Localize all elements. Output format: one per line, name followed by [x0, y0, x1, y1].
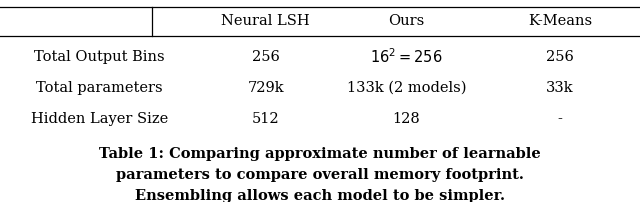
Text: Ensembling allows each model to be simpler.: Ensembling allows each model to be simpl… [135, 189, 505, 202]
Text: Hidden Layer Size: Hidden Layer Size [31, 112, 168, 126]
Text: 256: 256 [252, 49, 280, 64]
Text: 33k: 33k [546, 81, 574, 95]
Text: 133k (2 models): 133k (2 models) [347, 81, 466, 95]
Text: Total parameters: Total parameters [36, 81, 163, 95]
Text: Table 1: Comparing approximate number of learnable: Table 1: Comparing approximate number of… [99, 146, 541, 161]
Text: 512: 512 [252, 112, 280, 126]
Text: parameters to compare overall memory footprint.: parameters to compare overall memory foo… [116, 168, 524, 182]
Text: -: - [557, 112, 563, 126]
Text: 729k: 729k [247, 81, 284, 95]
Text: Ours: Ours [388, 14, 424, 28]
Text: Neural LSH: Neural LSH [221, 14, 310, 28]
Text: $16^2 = 256$: $16^2 = 256$ [370, 47, 443, 66]
Text: K-Means: K-Means [528, 14, 592, 28]
Text: 128: 128 [392, 112, 420, 126]
Text: 256: 256 [546, 49, 574, 64]
Text: Total Output Bins: Total Output Bins [34, 49, 164, 64]
